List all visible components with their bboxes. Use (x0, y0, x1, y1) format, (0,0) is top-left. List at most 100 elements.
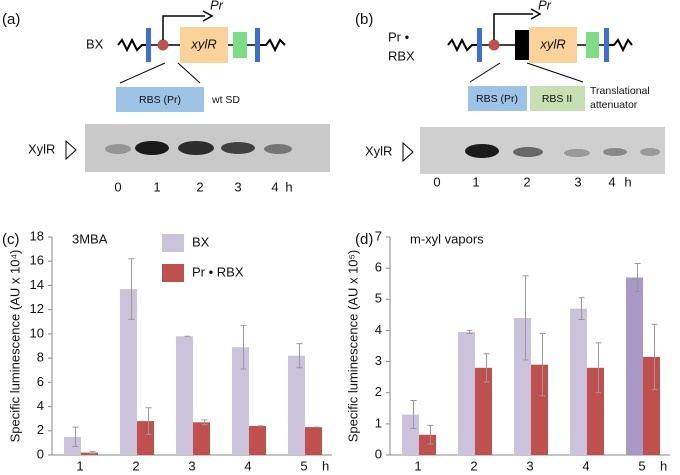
backbone (609, 38, 633, 53)
time-label: 1 (153, 179, 160, 194)
zoom-line (177, 62, 201, 84)
time-unit: h (624, 174, 631, 189)
time-label: 4 (271, 179, 278, 194)
y-tick-label: 5 (375, 291, 382, 306)
attenuator-box (515, 30, 529, 60)
bar-chart: (c) 3MBA Specific luminescence (AU x 10⁴) 0… (2, 228, 332, 473)
construct-name: BX (86, 36, 104, 51)
y-tick-label: 8 (37, 350, 44, 365)
y-tick-label: 6 (375, 260, 382, 275)
error-bar (296, 343, 303, 369)
y-tick-label: 3 (375, 353, 382, 368)
legend-label: Pr • RBX (192, 264, 244, 279)
chart-title: m-xyl vapors (410, 231, 484, 246)
rbs-box (468, 86, 527, 111)
error-bar (466, 329, 473, 335)
rbs-label: RBS (Pr) (476, 93, 518, 105)
zoom-line (526, 62, 584, 83)
error-bar (634, 262, 641, 292)
backbone (260, 38, 286, 53)
band (465, 144, 499, 158)
error-bar (128, 258, 135, 320)
y-axis-label: Specific luminescence (AU x 10⁴) (7, 250, 22, 443)
y-tick-label: 4 (37, 398, 44, 413)
time-label: 1 (472, 174, 479, 189)
x-unit: h (660, 458, 667, 473)
x-tick-label: 2 (470, 458, 477, 473)
band (603, 148, 627, 156)
band (640, 148, 660, 156)
bar (587, 367, 604, 455)
bar (419, 434, 436, 455)
panel-a: (a) BX Pr xylR RBS (Pr) wt SD XylR 0 1 2… (2, 0, 330, 194)
panel-b: (b) Pr • RBX Pr xylR RBS (Pr) RBS II Tra… (355, 0, 665, 189)
error-bar (578, 297, 585, 321)
blot-protein: XylR (28, 141, 55, 156)
y-tick-label: 0 (375, 446, 382, 461)
construct-name: RBX (388, 48, 415, 63)
blot-marker (402, 141, 414, 163)
bar-chart: (d) m-xyl vapors Specific luminescence (AU… (345, 228, 670, 473)
y-tick-label: 6 (37, 374, 44, 389)
bar (176, 336, 193, 455)
time-label: 2 (196, 179, 203, 194)
terminator (477, 28, 482, 62)
band (264, 144, 292, 154)
y-tick-label: 1 (375, 415, 382, 430)
terminator (146, 28, 151, 62)
backbone (117, 37, 146, 53)
chart-title: 3MBA (72, 231, 108, 246)
error-bar (201, 419, 208, 426)
error-bar (89, 450, 96, 455)
marker-box (586, 32, 599, 58)
bar (249, 425, 266, 455)
bar (288, 355, 305, 455)
blot-marker (65, 139, 77, 161)
band (178, 141, 214, 155)
x-tick-label: 3 (188, 458, 195, 473)
error-bar (522, 275, 529, 361)
bar (570, 308, 587, 455)
x-tick-label: 5 (300, 458, 307, 473)
backbone (447, 37, 477, 53)
panel-label: (d) (355, 231, 373, 248)
legend-label: BX (192, 234, 210, 249)
legend-swatch (162, 264, 184, 282)
x-tick-label: 1 (414, 458, 421, 473)
arrow-head (530, 8, 542, 20)
error-bar (240, 324, 247, 370)
terminator (604, 28, 609, 62)
rbs-label: RBS (Pr) (139, 94, 181, 106)
time-unit: h (285, 179, 292, 194)
time-label: 0 (114, 179, 121, 194)
marker-box (233, 32, 247, 58)
gene-label: xylR (190, 36, 216, 51)
error-bar (483, 353, 490, 383)
bar (626, 277, 643, 455)
band (564, 149, 590, 157)
y-tick-label: 18 (30, 228, 44, 243)
blot-protein: XylR (365, 143, 392, 158)
promoter-label: Pr (538, 0, 552, 12)
panel-label: (c) (2, 231, 20, 248)
gene-box (180, 27, 228, 63)
y-tick-label: 16 (30, 253, 44, 268)
y-axis-label: Specific luminescence (AU x 10⁵) (345, 250, 360, 443)
panel-label: (b) (355, 11, 373, 28)
note: wt SD (211, 94, 240, 106)
error-bar (410, 400, 417, 430)
bar (137, 421, 154, 455)
rbs-box (530, 86, 585, 111)
bar (514, 317, 531, 455)
blot (420, 127, 665, 174)
error-bar (539, 333, 546, 397)
promoter-arrow (493, 13, 533, 40)
bar (458, 331, 475, 455)
x-tick-label: 3 (526, 458, 533, 473)
y-tick-label: 14 (30, 277, 44, 292)
panel-label: (a) (2, 11, 20, 28)
charts: (c) 3MBA Specific luminescence (AU x 10⁴) 0… (2, 228, 670, 473)
bar (120, 289, 137, 455)
rbs-label: RBS II (542, 93, 572, 105)
